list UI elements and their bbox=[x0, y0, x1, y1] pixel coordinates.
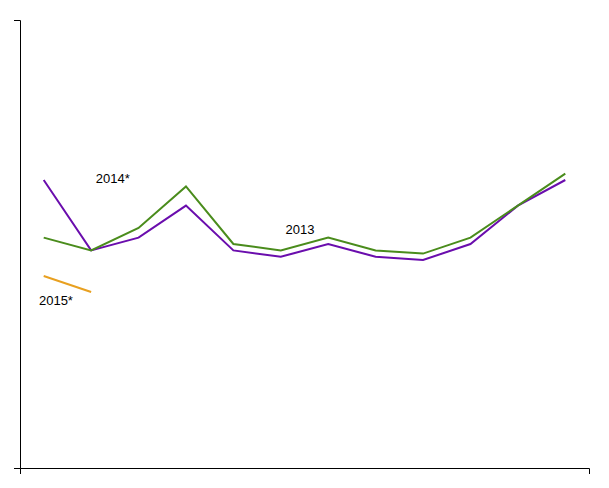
lines bbox=[44, 174, 566, 292]
chart-container: 2014* 2013 2015* bbox=[0, 0, 609, 488]
annotation: 2013 bbox=[286, 222, 315, 237]
annotation: 2015* bbox=[39, 293, 73, 308]
plot: 2014* 2013 2015* bbox=[14, 21, 590, 475]
x-axis-line bbox=[21, 469, 590, 475]
series-line bbox=[44, 180, 566, 260]
x-axis bbox=[21, 469, 590, 475]
annotation: 2014* bbox=[96, 171, 130, 186]
chart-svg: 2014* 2013 2015* bbox=[0, 0, 609, 488]
series-line bbox=[44, 276, 91, 292]
annotations: 2014* 2013 2015* bbox=[39, 171, 314, 308]
y-axis-line bbox=[14, 21, 21, 469]
y-axis bbox=[14, 21, 21, 469]
